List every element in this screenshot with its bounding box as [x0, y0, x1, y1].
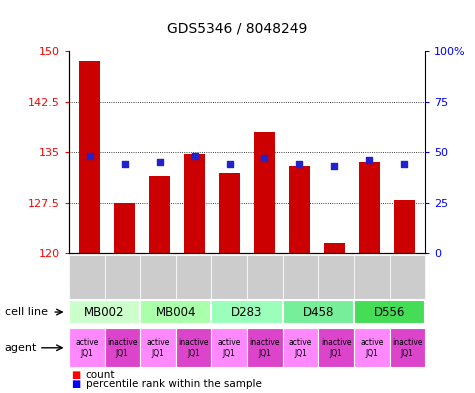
Text: GDS5346 / 8048249: GDS5346 / 8048249: [167, 22, 308, 36]
Text: percentile rank within the sample: percentile rank within the sample: [86, 379, 261, 389]
Bar: [324, 243, 345, 253]
Text: active
JQ1: active JQ1: [218, 338, 241, 358]
Bar: [219, 173, 240, 253]
Text: active
JQ1: active JQ1: [146, 338, 170, 358]
Text: agent: agent: [5, 343, 37, 353]
Text: D458: D458: [303, 305, 334, 319]
Text: MB004: MB004: [155, 305, 196, 319]
Text: MB002: MB002: [84, 305, 125, 319]
Text: inactive
JQ1: inactive JQ1: [392, 338, 423, 358]
Bar: [254, 132, 275, 253]
Point: [400, 161, 408, 167]
Bar: [149, 176, 170, 253]
Text: count: count: [86, 369, 115, 380]
Point: [295, 161, 303, 167]
Bar: [394, 200, 415, 253]
Point: [226, 161, 233, 167]
Text: D556: D556: [374, 305, 405, 319]
Text: ■: ■: [71, 369, 80, 380]
Text: D283: D283: [231, 305, 263, 319]
Point: [86, 153, 94, 160]
Point: [191, 153, 199, 160]
Text: inactive
JQ1: inactive JQ1: [321, 338, 352, 358]
Text: inactive
JQ1: inactive JQ1: [178, 338, 209, 358]
Text: inactive
JQ1: inactive JQ1: [107, 338, 138, 358]
Point: [121, 161, 129, 167]
Text: cell line: cell line: [5, 307, 48, 317]
Bar: [114, 203, 135, 253]
Text: active
JQ1: active JQ1: [75, 338, 98, 358]
Point: [156, 159, 163, 165]
Bar: [289, 166, 310, 253]
Text: active
JQ1: active JQ1: [360, 338, 383, 358]
Bar: [359, 162, 380, 253]
Text: ■: ■: [71, 379, 80, 389]
Point: [261, 155, 268, 162]
Point: [331, 163, 338, 170]
Bar: [184, 154, 205, 253]
Bar: [79, 61, 100, 253]
Text: active
JQ1: active JQ1: [289, 338, 312, 358]
Point: [365, 157, 373, 163]
Text: inactive
JQ1: inactive JQ1: [249, 338, 280, 358]
